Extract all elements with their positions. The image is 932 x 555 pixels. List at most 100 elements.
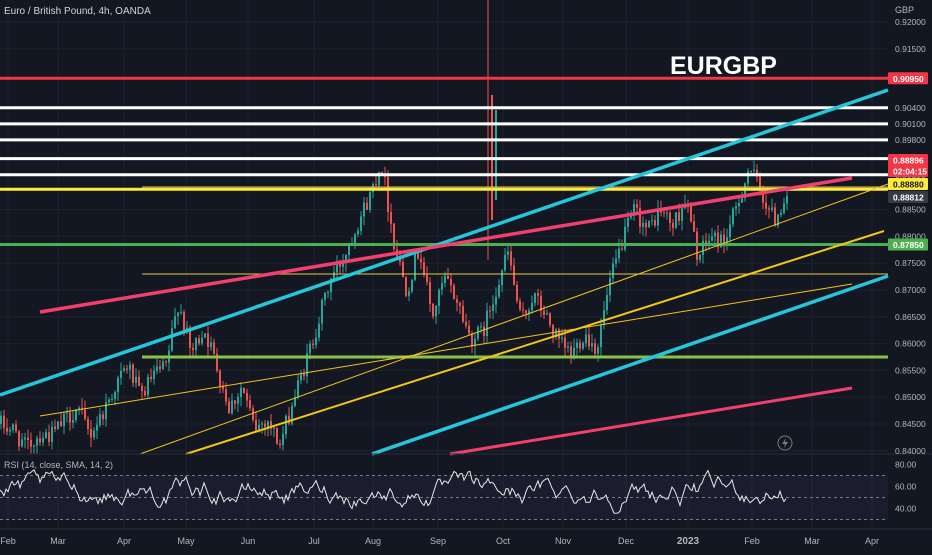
price-badge: 0.88896 [888, 154, 928, 166]
candle-body [597, 347, 599, 354]
time-tick-label: May [177, 536, 195, 546]
candle-body [30, 440, 32, 447]
candle-body [600, 325, 602, 348]
candle-body [726, 237, 728, 244]
price-badge: 0.88812 [888, 191, 928, 203]
candle-body [114, 392, 116, 399]
candle-body [159, 366, 161, 370]
candle-body [246, 392, 248, 401]
candle-body [360, 216, 362, 231]
candle-body [477, 327, 479, 339]
candle-body [777, 214, 779, 226]
symbol-title: Euro / British Pound, 4h, OANDA [4, 6, 151, 17]
candle-body [657, 209, 659, 226]
candle-body [198, 338, 200, 344]
candle-body [489, 310, 491, 312]
candle-body [297, 380, 299, 398]
candle-body [744, 183, 746, 199]
candle-body [285, 415, 287, 435]
candle-body [609, 278, 611, 296]
candle-body [441, 283, 443, 290]
price-badge-label: 0.87850 [893, 240, 924, 250]
candle-body [738, 202, 740, 207]
candle-body [144, 390, 146, 396]
candle-body [213, 342, 215, 354]
candle-body [291, 405, 293, 424]
candle-body [681, 208, 683, 221]
candle-body [117, 377, 119, 393]
candle-body [375, 184, 377, 186]
candle-body [417, 253, 419, 259]
candle-body [348, 245, 350, 256]
candle-body [507, 251, 509, 255]
candle-body [750, 170, 752, 172]
candle-body [201, 337, 203, 344]
candle-body [762, 189, 764, 203]
candle-body [603, 310, 605, 326]
time-tick-label: Sep [430, 536, 446, 546]
candle-body [270, 421, 272, 429]
price-tick-label: 0.88000 [895, 231, 926, 241]
candle-body [324, 293, 326, 300]
candle-body [105, 402, 107, 420]
candle-body [63, 413, 65, 427]
candle-body [288, 415, 290, 424]
price-badge-label: 02:04:15 [893, 167, 927, 177]
candle-body [354, 234, 356, 244]
candle-body [522, 309, 524, 311]
candle-body [528, 310, 530, 314]
candle-body [147, 376, 149, 396]
candle-body [195, 338, 197, 351]
candle-body [171, 328, 173, 351]
price-badge-label: 0.88812 [893, 193, 924, 203]
candle-body [666, 212, 668, 214]
candle-body [606, 295, 608, 311]
candle-body [243, 387, 245, 393]
candle-body [339, 262, 341, 267]
candle-body [615, 258, 617, 264]
candle-body [15, 424, 17, 432]
candle-body [504, 254, 506, 271]
price-tick-label: 0.88500 [895, 205, 926, 215]
candle-body [153, 370, 155, 380]
candle-body [390, 212, 392, 224]
candle-body [786, 195, 788, 204]
time-tick-label: Jul [308, 536, 320, 546]
candle-body [420, 258, 422, 263]
candle-body [300, 373, 302, 381]
time-tick-label: Nov [555, 536, 572, 546]
candle-body [87, 418, 89, 430]
candle-body [432, 303, 434, 317]
candle-body [627, 217, 629, 227]
candle-body [258, 424, 260, 431]
candle-body [102, 414, 104, 420]
candle-body [123, 368, 125, 371]
candle-body [612, 263, 614, 279]
candle-body [267, 421, 269, 427]
time-tick-label: Apr [117, 536, 131, 546]
candle-body [60, 421, 62, 427]
candle-body [48, 432, 50, 442]
candle-body [453, 285, 455, 300]
price-tick-label: 0.90400 [895, 103, 926, 113]
candle-body [33, 445, 35, 447]
price-badge-label: 0.90950 [893, 74, 924, 84]
candle-body [654, 220, 656, 226]
candle-body [591, 343, 593, 347]
candle-body [75, 409, 77, 420]
trend-line [39, 283, 853, 417]
candle-body [282, 434, 284, 446]
price-badge: 02:04:15 [888, 165, 928, 177]
candle-body [333, 272, 335, 279]
candle-body [204, 333, 206, 338]
candle-body [327, 291, 329, 294]
candle-body [24, 437, 26, 440]
price-tick-label: 0.92000 [895, 17, 926, 27]
candle-body [438, 289, 440, 306]
candle-body [462, 305, 464, 322]
time-tick-label: Feb [744, 536, 760, 546]
candle-body [42, 437, 44, 443]
candle-body [78, 407, 80, 410]
candle-body [135, 376, 137, 383]
